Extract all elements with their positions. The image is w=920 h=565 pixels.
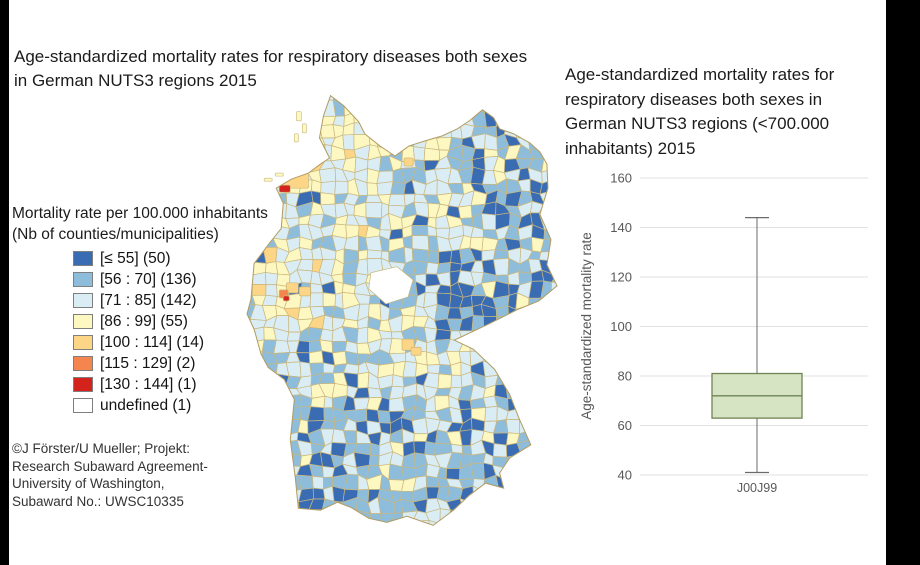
- legend-swatch: [73, 356, 93, 371]
- legend-label: [100 : 114] (14): [100, 333, 204, 351]
- legend-row: [71 : 85] (142): [73, 291, 204, 309]
- legend-row: [86 : 99] (55): [73, 312, 204, 330]
- map-legend-title-line2: (Nb of counties/municipalities): [12, 226, 219, 243]
- map-legend-title-line1: Mortality rate per 100.000 inhabitants: [12, 205, 268, 222]
- legend-label: undefined (1): [100, 396, 192, 414]
- legend-label: [115 : 129] (2): [100, 354, 196, 372]
- left-black-border: [0, 0, 9, 565]
- legend-label: [56 : 70] (136): [100, 270, 197, 288]
- boxplot-chart: 40 60 80 100 120 140 160 Age-standardized morta…: [575, 160, 885, 515]
- svg-text:100: 100: [610, 319, 632, 334]
- legend-row: [≤ 55] (50): [73, 249, 204, 267]
- map-legend-title: Mortality rate per 100.000 inhabitants (…: [12, 203, 268, 245]
- ruhr-red-dot: [282, 295, 290, 302]
- map-legend: [≤ 55] (50) [56 : 70] (136) [71 : 85] (142…: [73, 249, 204, 419]
- luebeck-orange-spot: [403, 157, 414, 167]
- svg-text:40: 40: [618, 468, 632, 483]
- credit-line: University of Washington,: [12, 476, 165, 491]
- svg-text:140: 140: [610, 220, 632, 235]
- credit-line: ©J Förster/U Mueller; Projekt:: [12, 441, 190, 456]
- credit-line: Subaward No.: UWSC10335: [12, 493, 184, 509]
- map-title: Age-standardized mortality rates for res…: [14, 47, 528, 90]
- legend-row: undefined (1): [73, 396, 204, 414]
- coastal-islands: [263, 111, 307, 182]
- legend-swatch: [73, 272, 93, 287]
- east-frisia-red: [278, 184, 291, 193]
- boxplot-svg: 40 60 80 100 120 140 160 Age-standardized morta…: [579, 171, 868, 495]
- boxplot-title: Age-standardized mortality rates for res…: [565, 65, 835, 158]
- legend-swatch: [73, 293, 93, 308]
- ruhr-orange-1: [285, 282, 299, 294]
- legend-swatch: [73, 398, 93, 413]
- legend-label: [130 : 144] (1): [100, 375, 197, 393]
- legend-label: [71 : 85] (142): [100, 291, 197, 309]
- legend-row: [100 : 114] (14): [73, 333, 204, 351]
- boxplot-xcategory: J00J99: [737, 481, 777, 495]
- legend-row: [130 : 144] (1): [73, 375, 204, 393]
- legend-label: [≤ 55] (50): [100, 249, 171, 267]
- credit-line: Research Subaward Agreement-: [12, 458, 208, 474]
- legend-swatch: [73, 314, 93, 329]
- svg-text:60: 60: [618, 418, 632, 433]
- germany-map-svg: [246, 94, 558, 526]
- svg-text:160: 160: [610, 171, 632, 186]
- legend-row: [115 : 129] (2): [73, 354, 204, 372]
- north-orange-spot: [359, 103, 370, 112]
- legend-swatch: [73, 377, 93, 392]
- ruhr-orange-2: [298, 286, 311, 297]
- legend-swatch: [73, 335, 93, 350]
- legend-row: [56 : 70] (136): [73, 270, 204, 288]
- credit-text: ©J Förster/U Mueller; Projekt: Research S…: [12, 440, 208, 510]
- legend-swatch: [73, 251, 93, 266]
- right-black-border: [886, 0, 920, 565]
- germany-choropleth-map: [246, 94, 558, 529]
- svg-text:120: 120: [610, 270, 632, 285]
- halle-orange-2: [410, 346, 422, 356]
- legend-label: [86 : 99] (55): [100, 312, 188, 330]
- undefined-region: [368, 266, 414, 305]
- nuts3-regions: [247, 95, 557, 526]
- svg-text:80: 80: [618, 369, 632, 384]
- boxplot-ylabel: Age-standardized mortality rate: [579, 232, 594, 420]
